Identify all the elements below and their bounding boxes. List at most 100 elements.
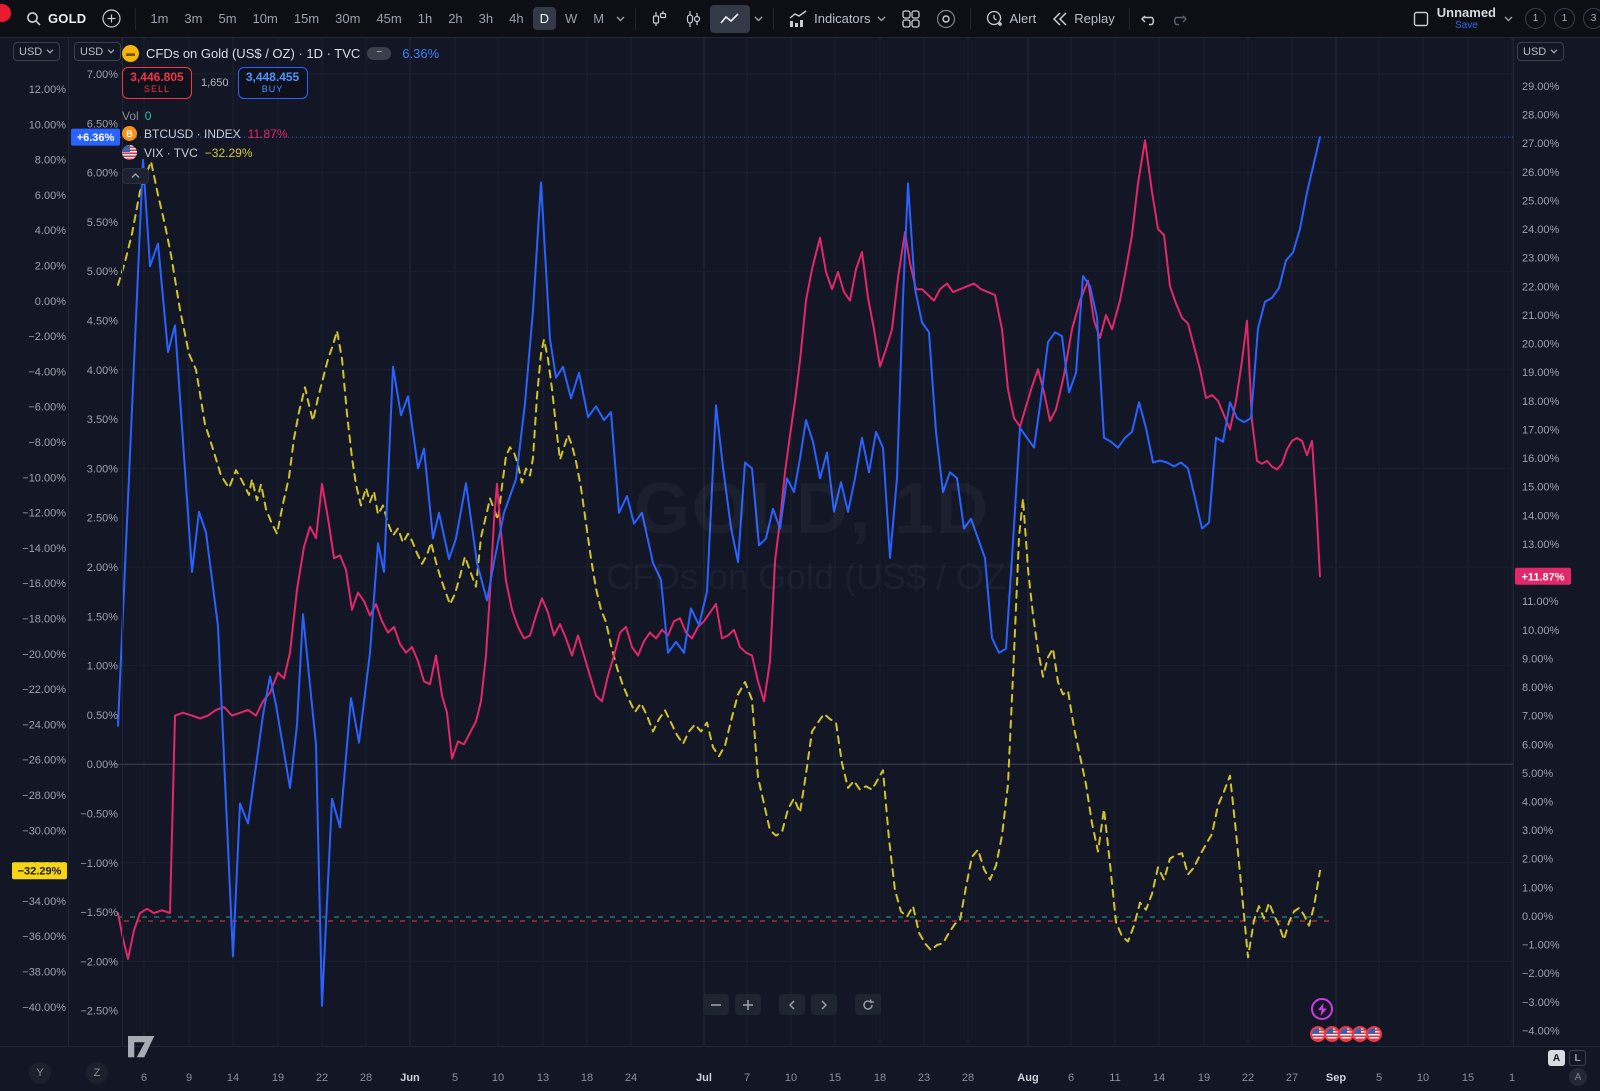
right-axis-tick[interactable]: 7.00% bbox=[1522, 711, 1553, 723]
line-style-button-selected[interactable] bbox=[710, 4, 751, 33]
timeframe-15m[interactable]: 15m bbox=[293, 11, 320, 26]
date-label[interactable]: 6 bbox=[141, 1072, 147, 1084]
left-inner-axis-tick[interactable]: 3.50% bbox=[87, 414, 118, 426]
left-outer-axis-tick[interactable]: −22.00% bbox=[22, 684, 66, 696]
timeframe-3h[interactable]: 3h bbox=[478, 11, 494, 26]
date-label[interactable]: 18 bbox=[581, 1072, 593, 1084]
timeframe-dropdown[interactable] bbox=[612, 5, 629, 33]
left-inner-axis-tick[interactable]: 4.50% bbox=[87, 316, 118, 328]
left-inner-axis-tick[interactable]: 2.50% bbox=[87, 513, 118, 525]
timeframe-W[interactable]: W bbox=[565, 11, 578, 26]
right-axis-tick[interactable]: 8.00% bbox=[1522, 682, 1553, 694]
date-label[interactable]: 28 bbox=[360, 1072, 372, 1084]
save-layout-checkbox[interactable] bbox=[1409, 5, 1433, 33]
left-outer-axis-tick[interactable]: 4.00% bbox=[35, 225, 66, 237]
right-axis-tick[interactable]: 29.00% bbox=[1522, 81, 1560, 93]
timeframe-5m[interactable]: 5m bbox=[218, 11, 237, 26]
left-inner-axis-tick[interactable]: 5.00% bbox=[87, 266, 118, 278]
replay-button[interactable]: Replay bbox=[1044, 5, 1122, 33]
right-axis-tick[interactable]: 14.00% bbox=[1522, 510, 1560, 522]
right-axis-tick[interactable]: 11.00% bbox=[1522, 596, 1559, 608]
zoom-out-button[interactable] bbox=[703, 994, 729, 1015]
panel-count-badge[interactable]: 3 bbox=[1583, 8, 1600, 29]
right-axis-tick[interactable]: 22.00% bbox=[1522, 281, 1560, 293]
right-axis-tick[interactable]: −2.00% bbox=[1522, 968, 1560, 980]
layout-grid-button[interactable] bbox=[894, 5, 928, 33]
left-inner-axis-tick[interactable]: 0.00% bbox=[87, 759, 118, 771]
tradingview-logo[interactable] bbox=[128, 1036, 158, 1063]
scroll-right-button[interactable] bbox=[811, 994, 837, 1015]
timeframe-30m[interactable]: 30m bbox=[335, 11, 361, 26]
left-outer-axis-tick[interactable]: −2.00% bbox=[28, 331, 66, 343]
right-axis-tick[interactable]: 4.00% bbox=[1522, 797, 1553, 809]
left-inner-axis-tick[interactable]: −2.50% bbox=[80, 1006, 118, 1018]
date-label[interactable]: 10 bbox=[785, 1072, 797, 1084]
date-label[interactable]: Aug bbox=[1017, 1072, 1038, 1084]
style-dropdown[interactable] bbox=[750, 5, 767, 33]
right-axis-tick[interactable]: 25.00% bbox=[1522, 195, 1560, 207]
indicators-button[interactable]: Indicators bbox=[780, 5, 893, 33]
right-axis-tick[interactable]: 24.00% bbox=[1522, 224, 1560, 236]
left-outer-axis-tick[interactable]: 12.00% bbox=[29, 84, 67, 96]
layout-name-block[interactable]: Unnamed Save bbox=[1433, 6, 1500, 32]
scroll-left-button[interactable] bbox=[779, 994, 805, 1015]
date-label[interactable]: Sep bbox=[1326, 1072, 1346, 1084]
notification-dot[interactable] bbox=[0, 4, 11, 22]
right-axis-tick[interactable]: 19.00% bbox=[1522, 367, 1560, 379]
left-inner-axis-tick[interactable]: −1.50% bbox=[80, 907, 118, 919]
left-outer-axis-tick[interactable]: −24.00% bbox=[22, 719, 66, 731]
left-outer-axis-tick[interactable]: −4.00% bbox=[28, 366, 66, 378]
date-label[interactable]: 23 bbox=[918, 1072, 930, 1084]
right-axis-tick[interactable]: 23.00% bbox=[1522, 253, 1560, 265]
date-label[interactable]: 10 bbox=[1417, 1072, 1429, 1084]
date-label[interactable]: 6 bbox=[1068, 1072, 1074, 1084]
left-outer-axis-tick[interactable]: −10.00% bbox=[22, 472, 66, 484]
date-label[interactable]: 22 bbox=[1242, 1072, 1254, 1084]
left-outer-axis-tick[interactable]: −8.00% bbox=[28, 437, 66, 449]
right-axis-tick[interactable]: 20.00% bbox=[1522, 339, 1560, 351]
panel-count-badge[interactable]: 1 bbox=[1554, 8, 1575, 29]
right-axis-tick[interactable]: 27.00% bbox=[1522, 138, 1560, 150]
hide-series-pill[interactable]: − bbox=[367, 46, 392, 60]
left-inner-axis-tick[interactable]: 0.50% bbox=[87, 710, 118, 722]
series-btcusd-line[interactable] bbox=[117, 139, 1321, 960]
left-outer-axis-tick[interactable]: 2.00% bbox=[35, 261, 66, 273]
symbol-search[interactable]: GOLD bbox=[18, 5, 94, 33]
date-label[interactable]: 28 bbox=[962, 1072, 974, 1084]
left-inner-axis-tick[interactable]: 6.50% bbox=[87, 118, 118, 130]
right-axis-tick[interactable]: 28.00% bbox=[1522, 110, 1560, 122]
date-label[interactable]: 5 bbox=[1376, 1072, 1382, 1084]
right-axis-tick[interactable]: 13.00% bbox=[1522, 539, 1560, 551]
adjust-data-toggle[interactable]: A bbox=[1548, 1050, 1565, 1066]
left-outer-axis-tick[interactable]: 8.00% bbox=[35, 155, 66, 167]
timeframe-D[interactable]: D bbox=[532, 7, 556, 30]
left-inner-axis-tick[interactable]: 7.00% bbox=[87, 69, 118, 81]
left-outer-axis-tick[interactable]: −12.00% bbox=[22, 508, 66, 520]
right-axis-tick[interactable]: 9.00% bbox=[1522, 653, 1553, 665]
left-outer-axis-tick[interactable]: −20.00% bbox=[22, 649, 66, 661]
scale-z-button[interactable]: Z bbox=[86, 1062, 108, 1084]
left-outer-axis-tick[interactable]: −34.00% bbox=[22, 896, 66, 908]
left-inner-axis-tick[interactable]: −1.00% bbox=[80, 858, 118, 870]
btc-legend-row[interactable]: B BTCUSD · INDEX 11.87% bbox=[122, 124, 439, 143]
us-event-flag-icon[interactable] bbox=[1366, 1026, 1382, 1042]
right-axis-tick[interactable]: −1.00% bbox=[1522, 940, 1560, 952]
date-label[interactable]: 18 bbox=[874, 1072, 886, 1084]
date-label[interactable]: 27 bbox=[1286, 1072, 1298, 1084]
left-outer-axis-tick[interactable]: −28.00% bbox=[22, 790, 66, 802]
right-axis-tick[interactable]: 2.00% bbox=[1522, 854, 1553, 866]
hollow-candles-style-button[interactable] bbox=[676, 5, 710, 33]
left-inner-axis-tick[interactable]: −0.50% bbox=[80, 809, 118, 821]
date-label[interactable]: 7 bbox=[744, 1072, 750, 1084]
scale-y-button[interactable]: Y bbox=[29, 1062, 51, 1084]
right-axis-tick[interactable]: −4.00% bbox=[1522, 1025, 1560, 1037]
right-axis-tick[interactable]: 18.00% bbox=[1522, 396, 1560, 408]
right-axis-tick[interactable]: 0.00% bbox=[1522, 911, 1553, 923]
left-inner-axis-tick[interactable]: 1.50% bbox=[87, 611, 118, 623]
session-badge[interactable]: A bbox=[1569, 1068, 1587, 1086]
panel-count-badge[interactable]: 1 bbox=[1525, 8, 1546, 29]
left-outer-axis-tick[interactable]: 0.00% bbox=[35, 296, 66, 308]
right-axis-tick[interactable]: 21.00% bbox=[1522, 310, 1560, 322]
left-inner-axis-tick[interactable]: 5.50% bbox=[87, 217, 118, 229]
left-inner-axis-tick[interactable]: −2.00% bbox=[80, 956, 118, 968]
